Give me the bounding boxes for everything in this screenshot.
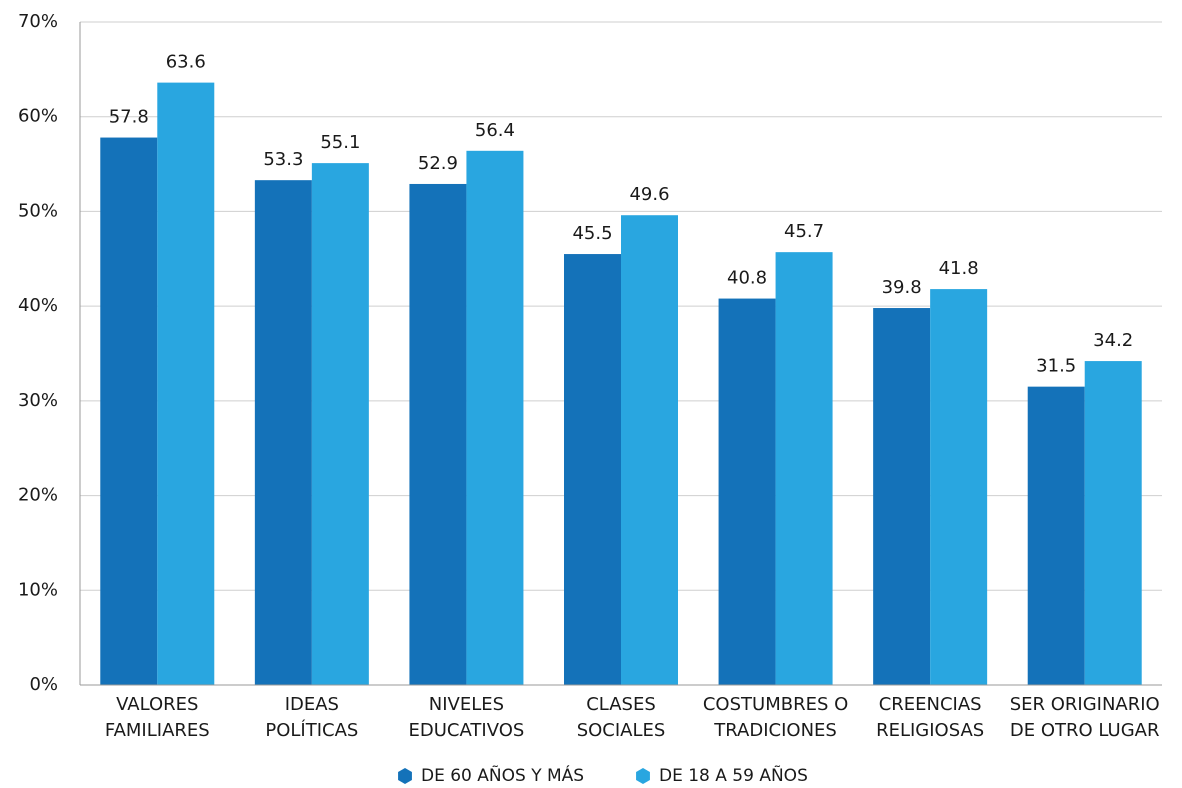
y-tick-label: 0% <box>29 674 58 695</box>
bar <box>775 252 833 686</box>
x-tick-label: TRADICIONES <box>713 720 837 741</box>
value-label: 41.8 <box>939 258 979 279</box>
value-label: 52.9 <box>418 153 458 174</box>
x-tick-label: RELIGIOSAS <box>876 720 984 741</box>
x-tick-label: EDUCATIVOS <box>409 720 525 741</box>
bar <box>718 298 776 685</box>
bar <box>409 183 467 685</box>
legend-marker <box>636 768 650 784</box>
value-label: 55.1 <box>320 132 360 153</box>
value-label: 53.3 <box>263 149 303 170</box>
bar <box>1084 361 1142 685</box>
x-tick-label: IDEAS <box>285 694 339 715</box>
bar <box>930 289 988 685</box>
value-label: 45.5 <box>572 223 612 244</box>
y-tick-label: 70% <box>18 11 58 32</box>
bar <box>311 163 369 686</box>
bar <box>621 215 678 685</box>
y-tick-label: 30% <box>18 390 58 411</box>
x-tick-label: VALORES <box>116 694 198 715</box>
x-tick-label: CLASES <box>586 694 656 715</box>
bar <box>254 180 312 685</box>
value-label: 57.8 <box>109 107 149 128</box>
x-tick-label: FAMILIARES <box>105 720 210 741</box>
value-label: 49.6 <box>629 184 669 205</box>
value-label: 45.7 <box>784 221 824 242</box>
x-tick-label: DE OTRO LUGAR <box>1010 720 1160 741</box>
y-tick-label: 50% <box>18 200 58 221</box>
x-tick-label: COSTUMBRES O <box>703 694 848 715</box>
x-tick-label: SER ORIGINARIO <box>1010 694 1160 715</box>
bar <box>873 308 931 685</box>
x-tick-label: NIVELES <box>429 694 504 715</box>
bar <box>100 137 158 686</box>
value-label: 63.6 <box>166 52 206 73</box>
bar <box>157 82 215 686</box>
value-label: 34.2 <box>1093 330 1133 351</box>
y-tick-label: 10% <box>18 579 58 600</box>
legend-label: DE 60 AÑOS Y MÁS <box>421 764 584 786</box>
y-tick-label: 20% <box>18 485 58 506</box>
x-tick-label: CREENCIAS <box>879 694 982 715</box>
bar <box>564 254 621 686</box>
y-tick-label: 60% <box>18 106 58 127</box>
value-label: 31.5 <box>1036 356 1076 377</box>
legend-marker <box>398 768 412 784</box>
y-tick-label: 40% <box>18 295 58 316</box>
x-tick-label: POLÍTICAS <box>265 719 358 741</box>
value-label: 39.8 <box>882 277 922 298</box>
value-label: 56.4 <box>475 120 515 141</box>
x-tick-label: SOCIALES <box>577 720 666 741</box>
value-label: 40.8 <box>727 268 767 289</box>
bar <box>1027 386 1085 685</box>
bar <box>466 150 524 686</box>
legend-label: DE 18 A 59 AÑOS <box>659 764 808 786</box>
